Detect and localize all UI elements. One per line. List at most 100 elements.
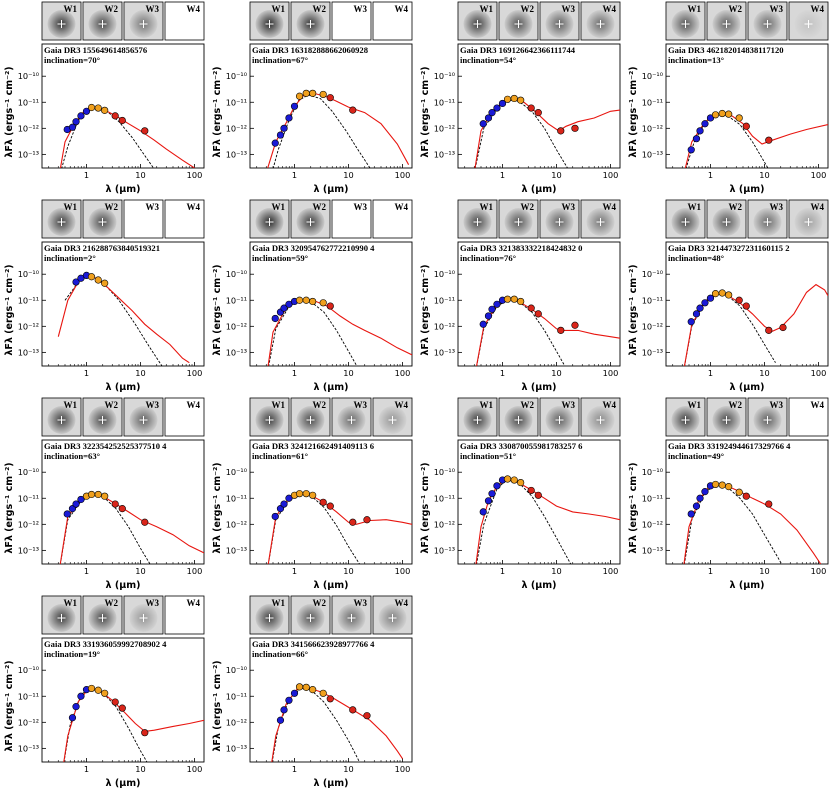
blackbody-curve <box>59 494 151 564</box>
y-tick-label: 10⁻¹² <box>18 519 39 529</box>
thumbnail-w2: W2 <box>290 397 331 437</box>
y-tick-label: 10⁻¹¹ <box>226 493 247 503</box>
thumbnail-w1: W1 <box>249 397 290 437</box>
y-tick-label: 10⁻¹⁰ <box>434 269 455 279</box>
y-tick-label: 10⁻¹³ <box>18 149 39 159</box>
thumbnail-w4: W4 <box>164 1 205 41</box>
optical-photometry-point <box>484 497 493 505</box>
thumbnail-label: W2 <box>729 202 743 212</box>
y-tick-label: 10⁻¹³ <box>226 743 247 753</box>
thumbnail-label: W1 <box>688 400 702 410</box>
y-tick-label: 10⁻¹⁰ <box>642 269 663 279</box>
x-tick-label: 1 <box>292 368 297 378</box>
x-axis-label: λ (μm) <box>106 778 141 789</box>
x-tick-label: 100 <box>187 764 203 774</box>
optical-photometry-point <box>488 305 496 313</box>
nir-photometry-point <box>510 295 518 303</box>
source-id-label: Gaia DR3 321383332218424832 0 <box>460 243 582 253</box>
plot-frame <box>457 439 621 565</box>
nir-photometry-point <box>309 491 317 499</box>
thumbnail-w2: W2 <box>290 595 331 635</box>
thumbnail-w2: W2 <box>706 199 747 239</box>
nir-photometry-point <box>503 295 512 303</box>
x-axis-label: λ (μm) <box>730 184 765 195</box>
y-tick-label: 10⁻¹² <box>434 321 455 331</box>
y-tick-label: 10⁻¹² <box>434 123 455 133</box>
nir-photometry-point <box>94 276 102 284</box>
thumbnail-label: W2 <box>729 400 743 410</box>
optical-photometry-point <box>276 131 285 139</box>
thumbnail-w1: W1 <box>457 199 498 239</box>
inclination-label: inclination=19° <box>44 649 101 659</box>
y-tick-label: 10⁻¹⁰ <box>18 269 39 279</box>
thumbnail-label: W2 <box>105 4 119 14</box>
nir-photometry-point <box>94 104 102 112</box>
x-tick-label: 10 <box>551 368 561 378</box>
nir-photometry-point <box>725 291 733 299</box>
x-tick-label: 100 <box>603 368 619 378</box>
x-tick-label: 10 <box>135 170 145 180</box>
optical-photometry-point <box>276 716 285 724</box>
thumbnail-w1: W1 <box>249 199 290 239</box>
source-id-label: Gaia DR3 321447327231160115 2 <box>668 243 790 253</box>
x-axis-label: λ (μm) <box>522 382 557 393</box>
source-id-label: Gaia DR3 155649614856576 <box>44 45 148 55</box>
y-tick-label: 10⁻¹¹ <box>434 493 455 503</box>
nir-photometry-point <box>101 689 109 697</box>
nir-photometry-point <box>510 94 518 103</box>
thumbnail-label: W3 <box>770 202 784 212</box>
mir-photometry-point <box>742 492 750 500</box>
nir-photometry-point <box>510 476 518 484</box>
y-tick-label: 10⁻¹² <box>434 519 455 529</box>
optical-photometry-point <box>77 112 85 120</box>
optical-photometry-point <box>271 139 279 147</box>
thumbnail-w2: W2 <box>498 199 539 239</box>
optical-photometry-point <box>696 304 704 312</box>
x-tick-label: 100 <box>811 368 827 378</box>
x-tick-label: 1 <box>708 566 713 576</box>
x-tick-label: 1 <box>708 368 713 378</box>
mir-photometry-point <box>363 712 371 720</box>
nir-photometry-point <box>718 109 726 118</box>
x-tick-label: 100 <box>811 566 827 576</box>
thumbnail-label: W2 <box>313 598 327 608</box>
x-tick-label: 10 <box>759 566 769 576</box>
thumbnail-label: W4 <box>603 400 617 410</box>
thumbnail-w3: W3 <box>331 595 372 635</box>
thumbnail-w2: W2 <box>82 595 123 635</box>
thumbnail-w1: W1 <box>249 1 290 41</box>
thumbnail-label: W3 <box>354 400 368 410</box>
inclination-label: inclination=59° <box>252 253 309 263</box>
x-axis-label: λ (μm) <box>522 580 557 591</box>
y-tick-label: 10⁻¹⁰ <box>18 665 39 675</box>
x-tick-label: 1 <box>292 170 297 180</box>
sed-panel-6: W1 W2 W3 W4 Gaia DR3 320954762772210990 4inc… <box>212 199 413 393</box>
y-tick-label: 10⁻¹¹ <box>18 691 39 701</box>
inclination-label: inclination=54° <box>460 55 517 65</box>
nir-photometry-point <box>295 683 304 691</box>
thumbnail-w2: W2 <box>706 1 747 41</box>
thumbnail-label: W3 <box>770 400 784 410</box>
y-tick-label: 10⁻¹² <box>642 519 663 529</box>
nir-photometry-point <box>503 95 512 103</box>
thumbnail-label: W2 <box>313 400 327 410</box>
mir-photometry-point <box>141 518 149 526</box>
thumbnail-w4: W4 <box>788 199 829 239</box>
y-tick-label: 10⁻¹³ <box>642 545 663 555</box>
thumbnail-w1: W1 <box>457 397 498 437</box>
optical-photometry-point <box>696 494 704 502</box>
thumbnail-label: W3 <box>354 202 368 212</box>
thumbnail-w4: W4 <box>164 199 205 239</box>
optical-photometry-point <box>68 123 77 131</box>
thumbnail-label: W3 <box>146 4 160 14</box>
plot-frame <box>457 241 621 367</box>
thumbnail-w4: W4 <box>372 1 413 41</box>
optical-photometry-point <box>493 104 501 112</box>
mir-photometry-point <box>319 498 327 506</box>
thumbnail-w2: W2 <box>706 397 747 437</box>
nir-photometry-point <box>517 297 525 306</box>
mir-photometry-point <box>141 729 149 737</box>
thumbnail-label: W3 <box>562 202 576 212</box>
x-tick-label: 1 <box>292 764 297 774</box>
thumbnail-label: W2 <box>729 4 743 14</box>
